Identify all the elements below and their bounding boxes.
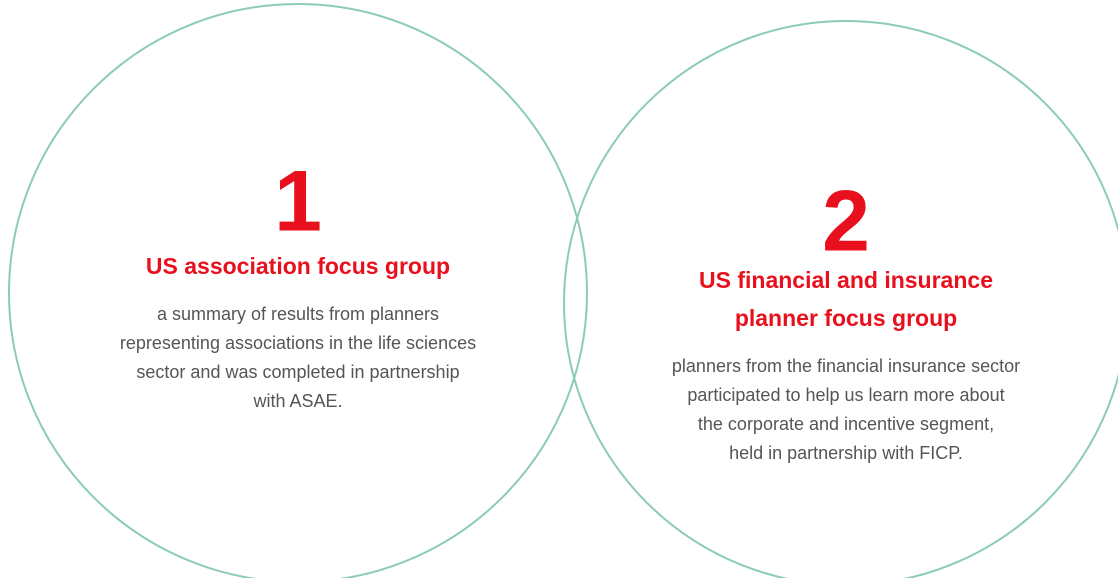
item-body: sector and was completed in partnership (136, 362, 459, 382)
item-body: held in partnership with FICP. (729, 443, 963, 463)
circle-left (8, 3, 588, 578)
item-body: representing associations in the life sc… (120, 333, 476, 353)
item-number: 2 (822, 174, 870, 270)
item-body: with ASAE. (252, 391, 342, 411)
item-title: planner focus group (735, 305, 957, 331)
item-number: 1 (274, 154, 322, 250)
item-body: planners from the financial insurance se… (672, 356, 1020, 376)
circle-right (563, 20, 1118, 578)
item-title: US association focus group (146, 253, 450, 279)
item-body: the corporate and incentive segment, (698, 414, 994, 434)
item-body: a summary of results from planners (157, 304, 439, 324)
item-body: participated to help us learn more about (687, 385, 1004, 405)
item-title: US financial and insurance (699, 267, 993, 293)
